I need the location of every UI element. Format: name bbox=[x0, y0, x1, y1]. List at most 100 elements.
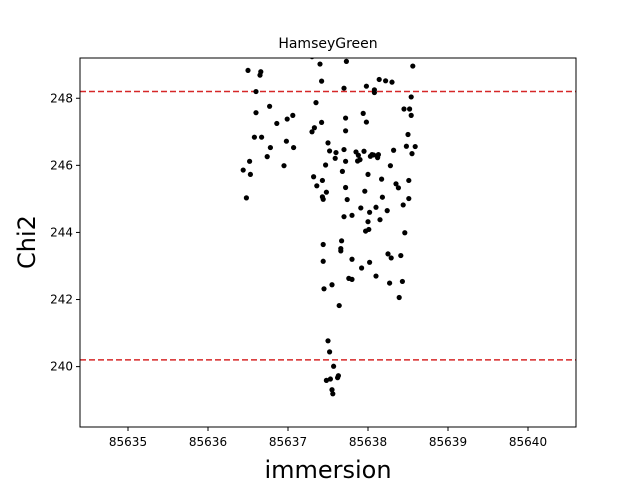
data-point bbox=[363, 83, 369, 89]
data-point bbox=[359, 265, 365, 271]
data-point bbox=[274, 120, 280, 127]
data-point bbox=[409, 151, 415, 157]
chart-title: HamseyGreen bbox=[278, 36, 377, 52]
data-point bbox=[367, 209, 373, 215]
data-point bbox=[408, 94, 414, 100]
data-point bbox=[361, 148, 367, 154]
y-axis-label: Chi2 bbox=[13, 215, 41, 269]
data-point bbox=[343, 158, 349, 164]
x-tick-label: 85640 bbox=[509, 435, 547, 449]
data-point bbox=[355, 152, 361, 158]
data-point bbox=[247, 171, 253, 178]
data-point bbox=[329, 387, 335, 393]
data-point bbox=[366, 226, 372, 233]
data-point bbox=[343, 58, 349, 64]
data-point bbox=[373, 204, 379, 210]
data-point bbox=[330, 391, 336, 397]
x-tick-label: 85638 bbox=[349, 435, 387, 449]
data-point bbox=[360, 110, 366, 116]
data-point bbox=[245, 67, 251, 74]
data-point bbox=[358, 205, 364, 211]
data-point bbox=[343, 128, 349, 134]
data-point bbox=[377, 217, 383, 223]
data-point bbox=[319, 177, 325, 184]
data-point bbox=[373, 273, 379, 279]
data-point bbox=[311, 174, 317, 180]
data-point bbox=[395, 185, 401, 191]
data-point bbox=[391, 147, 397, 153]
data-point bbox=[325, 338, 331, 344]
data-point bbox=[375, 152, 381, 158]
y-tick-label: 244 bbox=[50, 225, 73, 239]
data-point bbox=[290, 112, 296, 118]
x-tick-label: 85639 bbox=[429, 435, 467, 449]
data-point bbox=[349, 276, 355, 282]
data-point bbox=[323, 162, 329, 168]
x-tick-label: 85636 bbox=[189, 435, 227, 449]
data-point bbox=[405, 131, 411, 138]
data-point bbox=[383, 78, 389, 84]
data-point bbox=[408, 112, 414, 118]
data-point bbox=[343, 184, 349, 191]
data-point bbox=[329, 282, 335, 288]
data-point bbox=[410, 63, 416, 69]
x-tick-label: 85635 bbox=[109, 435, 147, 449]
data-point bbox=[396, 294, 402, 301]
data-point bbox=[388, 255, 394, 261]
data-point bbox=[240, 167, 246, 173]
data-point bbox=[267, 144, 273, 151]
data-point bbox=[371, 152, 377, 158]
data-point bbox=[327, 376, 333, 382]
data-point bbox=[281, 163, 287, 169]
data-point bbox=[363, 119, 369, 125]
data-point bbox=[341, 146, 347, 153]
data-point bbox=[385, 251, 391, 257]
data-point bbox=[319, 78, 325, 84]
data-point bbox=[402, 230, 408, 236]
data-point bbox=[314, 183, 320, 189]
data-point bbox=[333, 149, 339, 156]
data-point bbox=[284, 116, 290, 122]
x-axis-label: immersion bbox=[264, 456, 391, 480]
data-point bbox=[365, 171, 371, 178]
data-point bbox=[379, 194, 385, 200]
y-tick-label: 240 bbox=[50, 360, 73, 374]
data-point bbox=[264, 154, 270, 160]
data-point bbox=[247, 158, 253, 164]
data-point bbox=[320, 196, 326, 202]
data-point bbox=[393, 181, 399, 187]
data-point bbox=[283, 138, 289, 144]
data-point bbox=[258, 69, 264, 75]
data-point bbox=[311, 125, 317, 131]
data-point bbox=[357, 157, 363, 163]
data-point bbox=[317, 61, 323, 67]
data-point bbox=[267, 103, 273, 109]
data-point bbox=[376, 76, 382, 83]
data-point bbox=[400, 202, 406, 208]
plot-area bbox=[80, 58, 576, 397]
data-point bbox=[320, 258, 326, 264]
data-point bbox=[323, 377, 329, 383]
data-point bbox=[344, 196, 350, 203]
data-point bbox=[339, 168, 345, 174]
data-point bbox=[349, 212, 355, 218]
y-tick-label: 242 bbox=[50, 293, 73, 307]
data-point bbox=[406, 195, 412, 202]
data-point bbox=[325, 140, 331, 146]
data-point bbox=[327, 148, 333, 154]
data-point bbox=[338, 248, 344, 254]
data-point bbox=[319, 119, 325, 126]
x-tick-label: 85637 bbox=[269, 435, 307, 449]
data-point bbox=[332, 155, 338, 161]
plot-frame bbox=[79, 57, 577, 428]
data-point bbox=[387, 280, 393, 286]
data-point bbox=[321, 286, 327, 292]
data-point bbox=[343, 115, 349, 121]
y-tick-label: 248 bbox=[50, 91, 73, 105]
data-point bbox=[341, 214, 347, 220]
data-point bbox=[253, 110, 259, 116]
data-point bbox=[336, 302, 342, 309]
data-point bbox=[259, 134, 265, 140]
data-point bbox=[365, 219, 371, 225]
